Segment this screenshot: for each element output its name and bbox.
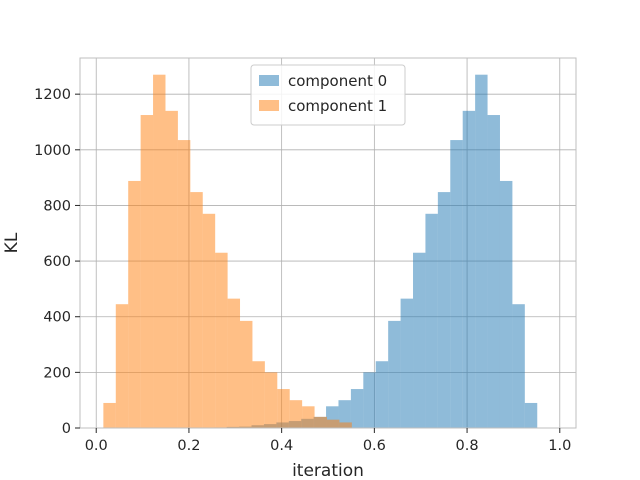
legend-box [250,64,406,126]
x-axis-ticks: 0.0 0.2 0.4 0.6 0.8 1.0 [85,428,571,454]
bar-series-1-bin-10 [227,298,241,428]
x-tick-label-2: 0.4 [270,438,293,454]
bar-series-1-bin-19 [339,422,352,428]
bar-series-1-bin-3 [140,115,154,428]
x-tick-label-5: 1.0 [548,438,571,454]
histogram-bars [103,74,538,429]
x-tick-label-0: 0.0 [85,438,108,454]
y-tick-label-5: 1000 [34,143,71,159]
bar-series-1-bin-15 [289,400,303,428]
y-tick-label-4: 800 [43,198,71,214]
bar-series-1-bin-9 [215,252,228,428]
x-tick-label-1: 0.2 [177,438,200,454]
bar-series-0-bin-23 [499,180,513,428]
bar-series-1-bin-7 [190,192,203,428]
y-axis-label: KL [2,232,22,253]
bar-series-0-bin-14 [388,320,401,428]
bar-series-1-bin-16 [302,406,315,428]
bar-series-1-bin-4 [153,74,166,429]
bar-series-0-bin-10 [338,400,351,428]
bar-series-0-bin-24 [512,304,525,428]
bar-series-1-bin-11 [240,320,253,428]
bar-series-0-bin-22 [487,115,500,428]
y-tick-label-2: 400 [43,310,71,326]
y-tick-label-6: 1200 [34,87,71,103]
bar-series-0-bin-21 [475,74,488,429]
x-axis-label: iteration [292,461,364,480]
bar-series-0-bin-19 [450,140,463,428]
plot-frame [79,57,577,429]
bar-series-0-bin-25 [524,402,538,428]
bar-series-1-bin-17 [314,416,327,428]
bar-series-0-bin-12 [363,372,376,428]
x-tick-label-3: 0.6 [363,438,386,454]
y-tick-label-3: 600 [43,254,71,270]
y-tick-label-1: 200 [43,365,71,381]
legend-swatch-0 [259,75,279,86]
x-tick-label-4: 0.8 [456,438,479,454]
legend-label-1: component 1 [288,97,387,115]
bar-series-1-bin-5 [165,110,178,428]
bar-series-1-bin-0 [103,402,116,428]
bar-series-1-bin-14 [277,389,290,428]
bar-series-1-bin-1 [115,304,129,428]
bar-series-0-bin-20 [462,110,476,428]
bar-series-0-bin-15 [400,298,414,428]
legend-label-0: component 0 [288,72,387,90]
legend-swatch-1 [259,100,279,111]
bar-series-0-bin-17 [425,213,438,428]
bar-series-1-bin-8 [202,213,216,428]
bar-series-1-bin-6 [177,140,191,428]
y-axis-ticks: 0 200 400 600 800 1000 1200 [34,87,80,437]
bar-series-1-bin-18 [326,419,340,428]
bar-series-0-bin-11 [350,389,364,428]
y-tick-label-0: 0 [62,421,71,437]
bar-series-0-bin-13 [375,361,389,428]
bar-series-1-bin-13 [264,372,278,428]
bar-series-1-bin-12 [252,361,265,428]
legend: component 0 component 1 [250,64,406,126]
bar-series-0-bin-18 [437,192,451,428]
bar-series-0-bin-16 [413,252,426,428]
bar-series-1-bin-2 [128,180,141,428]
